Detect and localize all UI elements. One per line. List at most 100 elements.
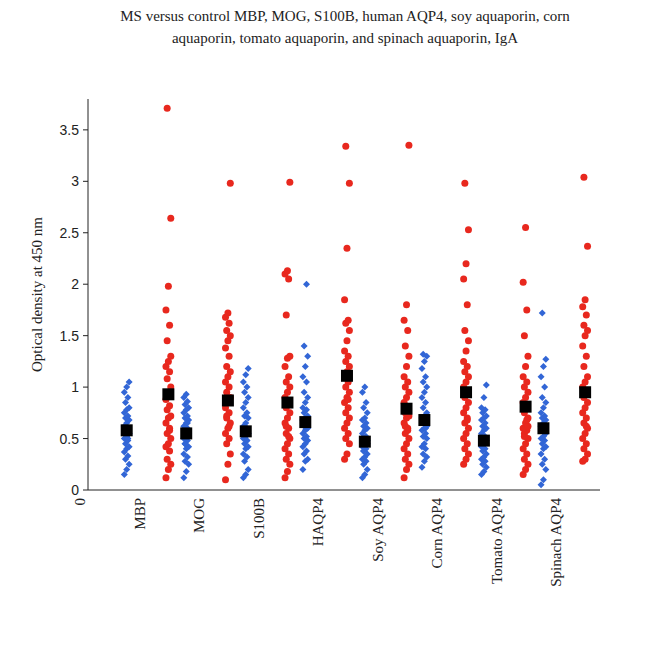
data-point xyxy=(223,363,230,370)
data-point xyxy=(465,337,472,344)
y-tick-label: 3 xyxy=(71,173,79,189)
data-point xyxy=(345,317,352,324)
data-point xyxy=(222,476,229,483)
data-point xyxy=(299,466,306,473)
data-point xyxy=(303,378,310,385)
title-line: aquaporin, tomato aquaporin, and spinach… xyxy=(172,30,518,46)
data-point xyxy=(363,399,370,406)
data-point xyxy=(404,327,411,334)
y-tick xyxy=(83,232,88,233)
data-point xyxy=(223,412,230,419)
x-tick-label: Corn AQP4 xyxy=(429,498,445,569)
data-point xyxy=(304,394,311,401)
data-point xyxy=(422,373,429,380)
data-point xyxy=(524,353,531,360)
data-point xyxy=(242,371,249,378)
data-point xyxy=(243,409,250,416)
mean-marker xyxy=(537,422,549,434)
data-point xyxy=(224,461,231,468)
y-tick xyxy=(83,438,88,439)
y-tick xyxy=(83,181,88,182)
y-tick-label: 0.5 xyxy=(60,431,80,447)
title-line: MS versus control MBP, MOG, S100B, human… xyxy=(120,8,570,24)
data-point xyxy=(284,468,291,475)
data-point xyxy=(183,468,190,475)
data-point xyxy=(226,320,233,327)
y-tick xyxy=(83,490,88,491)
data-point xyxy=(166,427,173,434)
data-point xyxy=(282,474,289,481)
data-point xyxy=(404,427,411,434)
mean-marker xyxy=(299,416,311,428)
data-point xyxy=(243,437,250,444)
data-point xyxy=(165,283,172,290)
data-point xyxy=(401,317,408,324)
y-axis-label: Optical density at 450 nm xyxy=(29,217,45,372)
data-point xyxy=(580,174,587,181)
data-point xyxy=(541,456,548,463)
data-point xyxy=(463,348,470,355)
data-point xyxy=(282,363,289,370)
mean-marker xyxy=(401,403,413,415)
data-point xyxy=(522,224,529,231)
data-point xyxy=(167,412,174,419)
data-point xyxy=(523,306,530,313)
data-point xyxy=(166,322,173,329)
data-point xyxy=(579,342,586,349)
data-point xyxy=(418,365,425,372)
data-point xyxy=(226,423,233,430)
data-point xyxy=(183,391,190,398)
data-point xyxy=(361,384,368,391)
data-point xyxy=(245,394,252,401)
data-point xyxy=(227,180,234,187)
x-axis xyxy=(88,490,600,491)
data-point xyxy=(524,423,531,430)
data-point xyxy=(580,322,587,329)
data-point xyxy=(584,373,591,380)
data-point xyxy=(284,267,291,274)
mean-marker xyxy=(341,370,353,382)
data-point xyxy=(480,394,487,401)
data-point xyxy=(542,399,549,406)
data-point xyxy=(245,466,252,473)
data-point xyxy=(243,384,250,391)
data-point xyxy=(124,394,131,401)
data-point xyxy=(523,417,530,424)
data-point xyxy=(540,363,547,370)
data-point xyxy=(520,373,527,380)
data-point xyxy=(304,353,311,360)
data-point xyxy=(341,348,348,355)
x-tick-label: S100B xyxy=(251,498,267,539)
data-point xyxy=(461,180,468,187)
data-point xyxy=(286,179,293,186)
mean-marker xyxy=(121,424,133,436)
data-point xyxy=(580,363,587,370)
y-tick xyxy=(83,335,88,336)
data-point xyxy=(126,461,133,468)
data-point xyxy=(520,279,527,286)
data-point xyxy=(283,312,290,319)
data-point xyxy=(341,296,348,303)
y-tick-label: 1 xyxy=(71,379,79,395)
data-point xyxy=(346,327,353,334)
background xyxy=(0,0,648,645)
x-tick-label: MOG xyxy=(191,498,207,533)
data-point xyxy=(464,417,471,424)
mean-marker xyxy=(222,394,234,406)
data-point xyxy=(542,466,549,473)
y-tick-label: 2 xyxy=(71,276,79,292)
x-tick-label: Soy AQP4 xyxy=(370,498,386,562)
data-point xyxy=(360,447,367,454)
mean-marker xyxy=(579,386,591,398)
data-point xyxy=(583,423,590,430)
data-point xyxy=(345,396,352,403)
data-point xyxy=(401,373,408,380)
data-point xyxy=(402,342,409,349)
data-point xyxy=(303,281,310,288)
plot-area xyxy=(121,105,591,489)
mean-marker xyxy=(359,436,371,448)
data-point xyxy=(343,245,350,252)
data-point xyxy=(422,399,429,406)
data-point xyxy=(403,301,410,308)
data-point xyxy=(283,423,290,430)
